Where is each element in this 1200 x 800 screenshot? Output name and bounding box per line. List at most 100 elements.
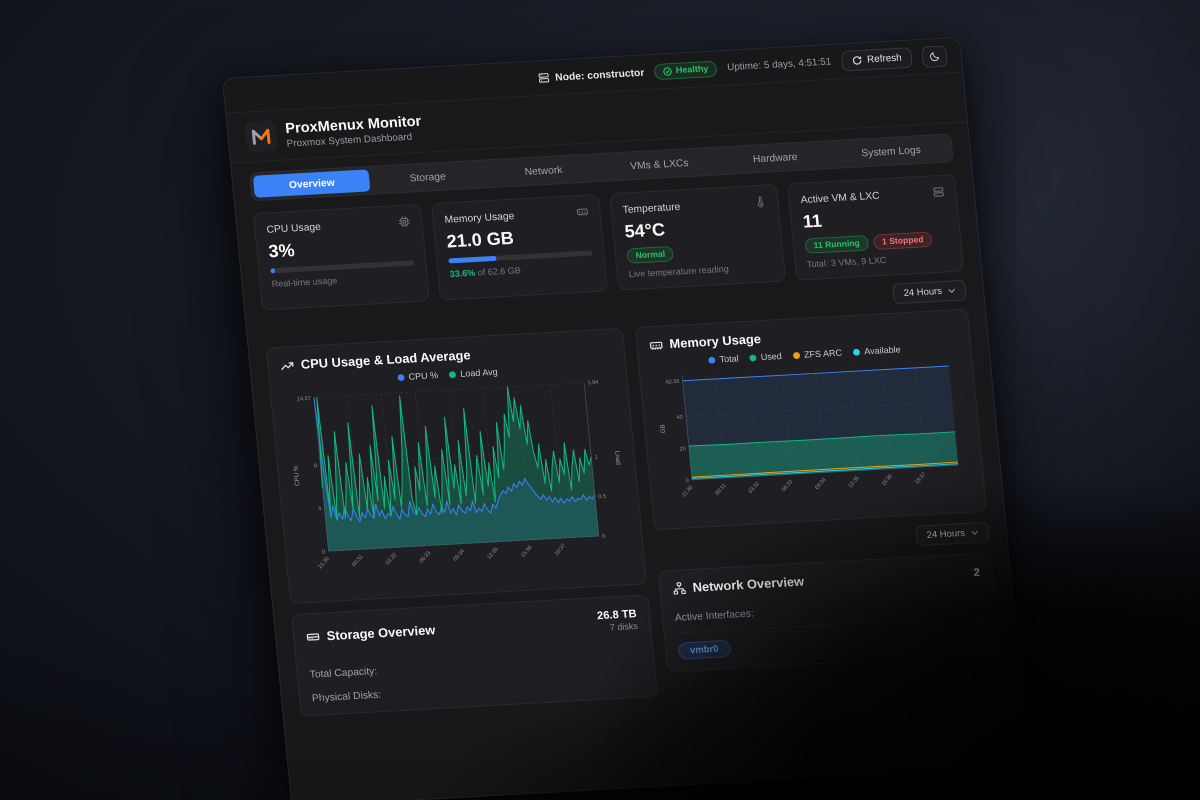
memory-progress-fill <box>448 255 498 264</box>
active-vm-lxc-card: Active VM & LXC 11 11 Running 1 Stopped … <box>787 174 965 281</box>
tab-storage[interactable]: Storage <box>409 170 447 185</box>
svg-text:0: 0 <box>602 534 606 540</box>
cpu-chart-title: CPU Usage & Load Average <box>300 348 472 373</box>
ram-icon <box>576 208 588 216</box>
cpu-load-chart-card: CPU Usage & Load Average CPU % Load Avg 2… <box>265 327 647 604</box>
storage-disk-count: 7 disks <box>609 621 639 633</box>
legend-item[interactable]: CPU % <box>397 370 439 382</box>
interface-pill-vmbr0[interactable]: vmbr0 <box>677 639 732 660</box>
svg-text:0.5: 0.5 <box>598 494 606 500</box>
vms-card-title: Active VM & LXC <box>800 189 881 206</box>
tab-overview[interactable]: Overview <box>252 169 371 198</box>
app-title-block: ProxMenux Monitor Proxmox System Dashboa… <box>285 113 424 149</box>
cpu-chip-icon <box>398 216 410 228</box>
cpu-value: 3% <box>267 240 296 262</box>
time-range-select-2[interactable]: 24 Hours <box>915 521 990 547</box>
temperature-card-title: Temperature <box>622 200 681 216</box>
vms-caption: Total: 3 VMs, 9 LXC <box>806 255 887 270</box>
svg-text:00:31: 00:31 <box>714 483 727 497</box>
moon-icon <box>930 51 940 61</box>
ram-icon <box>649 341 663 350</box>
svg-text:03:32: 03:32 <box>385 552 398 566</box>
refresh-button[interactable]: Refresh <box>840 47 913 72</box>
memory-progress-track <box>448 250 593 264</box>
svg-text:00:31: 00:31 <box>351 554 364 568</box>
cpu-caption: Real-time usage <box>271 275 338 290</box>
svg-text:0: 0 <box>322 549 326 555</box>
cpu-card-title: CPU Usage <box>265 220 322 236</box>
right-column: Memory Usage Total Used ZFS ARC Available 2… <box>634 308 1001 673</box>
server-icon <box>538 73 550 83</box>
svg-text:18:37: 18:37 <box>914 472 927 486</box>
tab-system-logs[interactable]: System Logs <box>860 143 922 159</box>
uptime-text: Uptime: 5 days, 4:51:51 <box>726 56 832 73</box>
svg-text:20: 20 <box>679 446 686 452</box>
tab-hardware[interactable]: Hardware <box>752 150 798 165</box>
svg-text:18:37: 18:37 <box>554 543 567 557</box>
memory-caption: 33.6% of 62.6 GB <box>449 265 522 280</box>
running-badge: 11 Running <box>804 235 870 254</box>
theme-toggle-button[interactable] <box>921 44 949 68</box>
svg-text:09:34: 09:34 <box>452 549 465 563</box>
proxmenux-logo <box>244 120 278 153</box>
svg-text:06:33: 06:33 <box>781 479 794 493</box>
legend-item[interactable]: Available <box>852 345 901 358</box>
cpu-load-chart: 21:30 00:31 03:32 06:33 09:34 12:35 15:36 18:37… <box>283 373 633 592</box>
svg-text:12:35: 12:35 <box>486 547 499 561</box>
chevron-down-icon <box>971 530 978 535</box>
charts-grid: CPU Usage & Load Average CPU % Load Avg 2… <box>265 308 1003 717</box>
memory-chart-title: Memory Usage <box>668 332 762 352</box>
legend-item[interactable]: Total <box>708 354 739 366</box>
memory-chart: 21:30 00:31 03:32 06:33 09:34 12:35 15:36 18:37… <box>651 353 973 517</box>
svg-text:12:35: 12:35 <box>847 475 860 489</box>
legend-item[interactable]: Load Avg <box>448 367 498 380</box>
proxmenux-dashboard-window: Node: constructor Healthy Uptime: 5 days… <box>222 36 1030 800</box>
network-title: Network Overview <box>692 574 805 596</box>
temperature-caption: Live temperature reading <box>628 264 730 280</box>
network-interface-count: 2 <box>972 565 981 579</box>
memory-chart-card: Memory Usage Total Used ZFS ARC Available 2… <box>634 308 987 531</box>
svg-text:03:32: 03:32 <box>747 481 760 495</box>
memory-usage-card: Memory Usage 21.0 GB 33.6% of 62.6 GB <box>430 193 609 301</box>
svg-text:06:33: 06:33 <box>419 550 432 564</box>
svg-text:CPU %: CPU % <box>292 465 301 486</box>
hard-drive-icon <box>306 633 320 641</box>
thermometer-icon <box>757 196 764 208</box>
svg-text:09:34: 09:34 <box>814 477 827 491</box>
trending-up-icon <box>281 361 294 370</box>
storage-physical-disks-label: Physical Disks: <box>311 688 382 704</box>
svg-text:21:30: 21:30 <box>681 485 694 499</box>
tab-network[interactable]: Network <box>524 163 563 178</box>
svg-text:62.56: 62.56 <box>665 379 679 386</box>
temperature-value: 54°C <box>623 220 666 242</box>
chart-svg: 21:30 00:31 03:32 06:33 09:34 12:35 15:36 18:37… <box>659 362 959 499</box>
cpu-progress-fill <box>270 268 276 274</box>
cpu-usage-card: CPU Usage 3% Real-time usage <box>252 203 430 311</box>
check-circle-icon <box>663 66 673 76</box>
server-stack-icon <box>933 187 944 197</box>
memory-value: 21.0 GB <box>445 228 515 252</box>
svg-text:8: 8 <box>314 463 318 469</box>
node-indicator: Node: constructor <box>538 66 645 84</box>
cpu-progress-track <box>270 260 415 274</box>
svg-text:40: 40 <box>676 415 683 421</box>
tab-vms-lxcs[interactable]: VMs & LXCs <box>629 156 689 172</box>
vms-value: 11 <box>801 211 823 232</box>
refresh-icon <box>852 56 862 65</box>
chart-svg: 21:30 00:31 03:32 06:33 09:34 12:35 15:36 18:37… <box>292 380 621 570</box>
time-range-select[interactable]: 24 Hours <box>892 279 967 305</box>
health-badge: Healthy <box>653 60 718 80</box>
legend-item[interactable]: Used <box>749 351 782 363</box>
storage-total: 26.8 TB <box>596 606 638 622</box>
legend-item[interactable]: ZFS ARC <box>792 348 843 361</box>
svg-text:14.27: 14.27 <box>297 396 311 403</box>
chevron-down-icon <box>948 288 955 293</box>
left-column: CPU Usage & Load Average CPU % Load Avg 2… <box>265 327 658 717</box>
storage-title: Storage Overview <box>326 622 436 644</box>
svg-text:1.94: 1.94 <box>587 380 598 387</box>
svg-text:1: 1 <box>594 455 598 461</box>
svg-text:0: 0 <box>685 478 689 484</box>
stopped-badge: 1 Stopped <box>872 231 933 251</box>
svg-text:4: 4 <box>318 506 322 512</box>
